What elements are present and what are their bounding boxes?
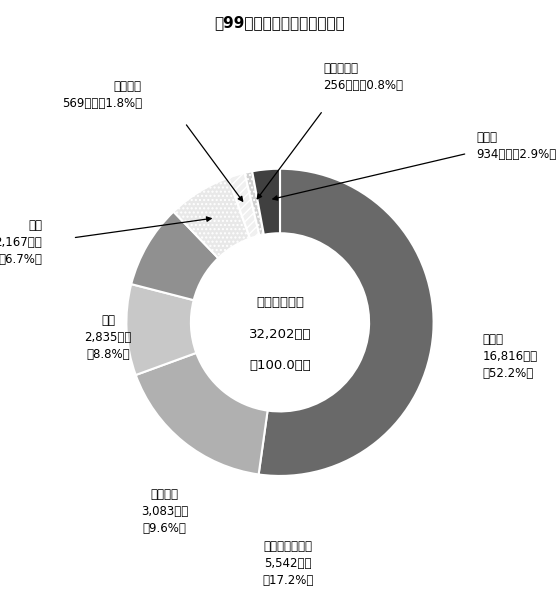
- Text: 宅地造成
3,083億円
（9.6%）: 宅地造成 3,083億円 （9.6%）: [141, 488, 188, 535]
- Text: その他
934億円（2.9%）: その他 934億円（2.9%）: [477, 131, 557, 161]
- Wedge shape: [259, 169, 433, 476]
- Text: 交通
2,167億円
（6.7%）: 交通 2,167億円 （6.7%）: [0, 219, 42, 266]
- Wedge shape: [252, 169, 280, 235]
- Text: 港湾整備
569億円（1.8%）: 港湾整備 569億円（1.8%）: [62, 80, 142, 111]
- Text: 企業債発行額: 企業債発行額: [256, 296, 304, 309]
- Text: 病院
2,835億円
（8.8%）: 病院 2,835億円 （8.8%）: [85, 314, 132, 361]
- Text: 工業用水道
256億円（0.8%）: 工業用水道 256億円（0.8%）: [323, 62, 403, 92]
- Wedge shape: [245, 171, 264, 236]
- Wedge shape: [174, 177, 250, 258]
- Text: 水道（合簡水）
5,542億円
（17.2%）: 水道（合簡水） 5,542億円 （17.2%）: [262, 540, 314, 588]
- Wedge shape: [228, 173, 259, 238]
- Text: 下水道
16,816億円
（52.2%）: 下水道 16,816億円 （52.2%）: [483, 333, 538, 379]
- Wedge shape: [136, 353, 268, 475]
- Wedge shape: [127, 284, 197, 375]
- Wedge shape: [131, 212, 218, 300]
- Text: 第99図　企業債発行額の状況: 第99図 企業債発行額の状況: [214, 15, 346, 30]
- Text: 32,202億円: 32,202億円: [249, 328, 311, 341]
- Text: （100.0％）: （100.0％）: [249, 359, 311, 372]
